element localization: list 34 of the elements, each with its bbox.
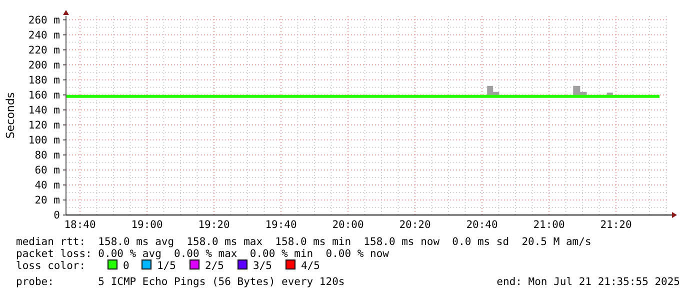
y-tick-label: 120 m (28, 120, 60, 132)
y-tick-label: 240 m (28, 29, 60, 42)
y-tick-label: 180 m (28, 74, 60, 87)
y-tick-label: 20 m (34, 194, 60, 207)
legend-label: 3/5 (253, 260, 272, 272)
x-tick-label: 20:40 (466, 219, 498, 231)
y-tick-label: 100 m (28, 134, 60, 147)
x-tick-label: 21:00 (533, 219, 565, 231)
x-tick-label: 19:00 (131, 219, 163, 231)
x-tick-label: 18:40 (64, 219, 96, 231)
legend-label: 0 (123, 260, 130, 272)
y-tick-label: 80 m (34, 150, 60, 162)
text: median rtt: 158.0 ms avg 158.0 ms max 158.0 ms min 158.0 ms now 0.0 ms sd 20.5 M am/s (16, 236, 592, 248)
x-tick-label: 21:20 (600, 219, 632, 231)
x-tick-label: 19:20 (198, 219, 230, 231)
y-tick-label: 200 m (28, 59, 60, 72)
legend-label: 4/5 (301, 260, 320, 272)
y-axis-title: Seconds (4, 92, 17, 139)
legend-label: 1/5 (157, 260, 176, 272)
x-tick-label: 20:00 (332, 219, 364, 231)
legend-label: 2/5 (205, 260, 224, 272)
y-tick-label: 0 (54, 210, 60, 222)
y-tick-label: 220 m (28, 44, 60, 56)
y-tick-label: 160 m (28, 90, 60, 102)
text: end: Mon Jul 21 21:35:55 2025 (496, 276, 680, 288)
legend-title: loss color: (16, 260, 86, 272)
y-tick-label: 40 m (34, 180, 60, 192)
y-tick-label: 260 m (28, 14, 60, 26)
y-tick-label: 60 m (34, 164, 60, 177)
text: probe: 5 ICMP Echo Pings (56 Bytes) every 120s (16, 276, 345, 288)
text: packet loss: 0.00 % avg 0.00 % max 0.00 % min 0.00 % now (16, 248, 390, 260)
x-tick-label: 20:20 (399, 219, 431, 231)
x-tick-label: 19:40 (265, 219, 297, 231)
y-tick-label: 140 m (28, 104, 60, 117)
